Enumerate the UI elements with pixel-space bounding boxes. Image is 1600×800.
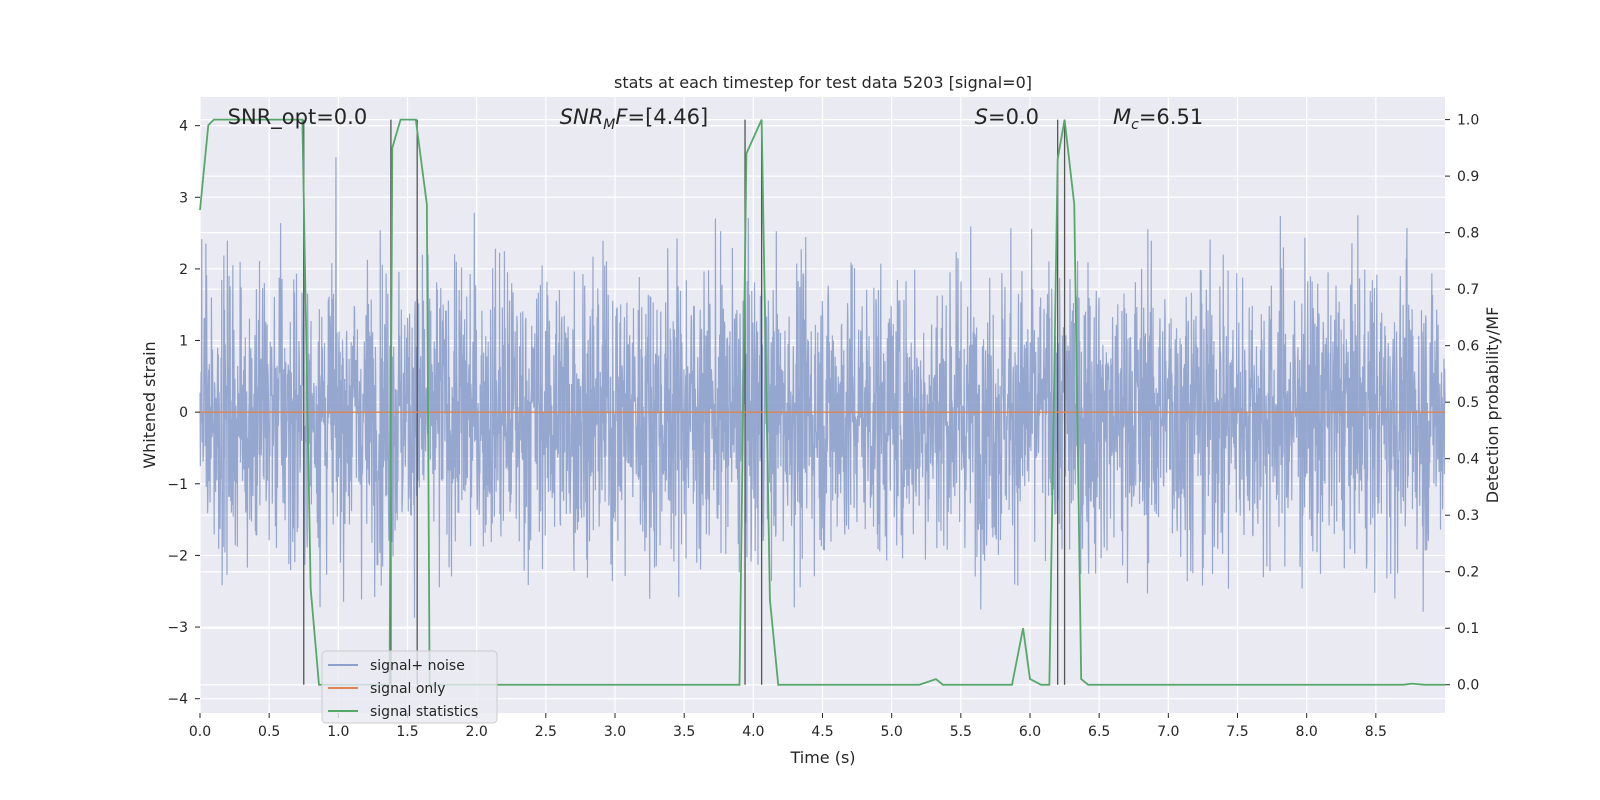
legend-entry: signal only bbox=[370, 681, 445, 697]
legend-entry: signal+ noise bbox=[370, 658, 465, 674]
y-axis-label: Whitened strain bbox=[140, 341, 159, 468]
x-axis-label: Time (s) bbox=[789, 748, 855, 767]
right-tick-label: 0.2 bbox=[1457, 565, 1479, 581]
y-tick-label: −1 bbox=[167, 477, 188, 493]
annotation-s: S=0.0 bbox=[975, 105, 1039, 129]
y-tick-label: 2 bbox=[179, 262, 188, 278]
x-tick-label: 7.5 bbox=[1226, 724, 1248, 740]
x-tick-label: 5.5 bbox=[950, 724, 972, 740]
legend-box bbox=[321, 650, 498, 724]
y-tick-label: 4 bbox=[179, 119, 188, 135]
x-tick-label: 4.0 bbox=[742, 724, 764, 740]
y-tick-label: −4 bbox=[167, 692, 188, 708]
y-tick-label: 3 bbox=[179, 190, 188, 206]
x-tick-label: 1.0 bbox=[327, 724, 349, 740]
annotation-mc: Mc=6.51 bbox=[1113, 105, 1203, 133]
y-axis-ticks: −4 −3 −2 −1 0 1 2 3 4 bbox=[167, 119, 200, 708]
x-tick-label: 8.0 bbox=[1296, 724, 1318, 740]
x-tick-label: 3.0 bbox=[604, 724, 626, 740]
annotations: SNR_opt=0.0 SNRMF=[4.46] S=0.0 Mc=6.51 bbox=[228, 105, 1204, 133]
right-tick-label: 0.6 bbox=[1457, 339, 1479, 355]
x-tick-label: 3.5 bbox=[673, 724, 695, 740]
x-tick-label: 2.5 bbox=[535, 724, 557, 740]
right-tick-label: 0.1 bbox=[1457, 621, 1479, 637]
x-tick-label: 8.5 bbox=[1365, 724, 1387, 740]
signal-noise-series bbox=[199, 157, 1446, 618]
legend: signal+ noise signal only signal statistic… bbox=[321, 650, 498, 724]
right-axis-ticks: 0.0 0.1 0.2 0.3 0.4 0.5 0.6 0.7 0.8 0.9 1.0 bbox=[1445, 113, 1479, 694]
legend-entry: signal statistics bbox=[370, 704, 478, 720]
x-tick-label: 1.5 bbox=[396, 724, 418, 740]
right-tick-label: 0.4 bbox=[1457, 452, 1479, 468]
x-tick-label: 4.5 bbox=[811, 724, 833, 740]
y-tick-label: 0 bbox=[179, 405, 188, 421]
x-tick-label: 6.5 bbox=[1088, 724, 1110, 740]
right-tick-label: 0.9 bbox=[1457, 169, 1479, 185]
x-tick-label: 6.0 bbox=[1019, 724, 1041, 740]
annotation-snr-mf: SNRMF=[4.46] bbox=[560, 105, 709, 133]
right-axis-label: Detection probability/MF bbox=[1483, 307, 1502, 504]
right-tick-label: 0.5 bbox=[1457, 395, 1479, 411]
y-tick-label: −3 bbox=[167, 620, 188, 636]
x-axis-ticks: 0.0 0.5 1.0 1.5 2.0 2.5 3.0 3.5 4.0 4.5 5.0 5.5 6.0 6… bbox=[189, 713, 1387, 740]
right-tick-label: 1.0 bbox=[1457, 113, 1479, 129]
right-tick-label: 0.0 bbox=[1457, 678, 1479, 694]
right-tick-label: 0.3 bbox=[1457, 508, 1479, 524]
x-tick-label: 7.0 bbox=[1157, 724, 1179, 740]
right-tick-label: 0.7 bbox=[1457, 282, 1479, 298]
x-tick-label: 0.5 bbox=[258, 724, 280, 740]
right-tick-label: 0.8 bbox=[1457, 226, 1479, 242]
x-tick-label: 2.0 bbox=[466, 724, 488, 740]
y-tick-label: 1 bbox=[179, 334, 188, 350]
x-tick-label: 0.0 bbox=[189, 724, 211, 740]
chart-title: stats at each timestep for test data 520… bbox=[614, 73, 1032, 92]
noise-line bbox=[199, 157, 1446, 618]
annotation-snr-opt: SNR_opt=0.0 bbox=[228, 105, 368, 130]
y-tick-label: −2 bbox=[167, 548, 188, 564]
x-tick-label: 5.0 bbox=[881, 724, 903, 740]
